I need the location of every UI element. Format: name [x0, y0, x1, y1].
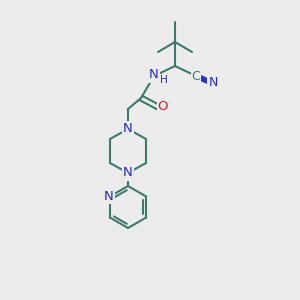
Text: N: N	[123, 167, 133, 179]
Text: N: N	[149, 68, 159, 82]
Text: N: N	[123, 122, 133, 136]
Text: N: N	[104, 190, 114, 202]
Text: O: O	[158, 100, 168, 113]
Text: N: N	[208, 76, 218, 89]
Text: C: C	[192, 70, 200, 83]
Text: H: H	[160, 75, 168, 85]
